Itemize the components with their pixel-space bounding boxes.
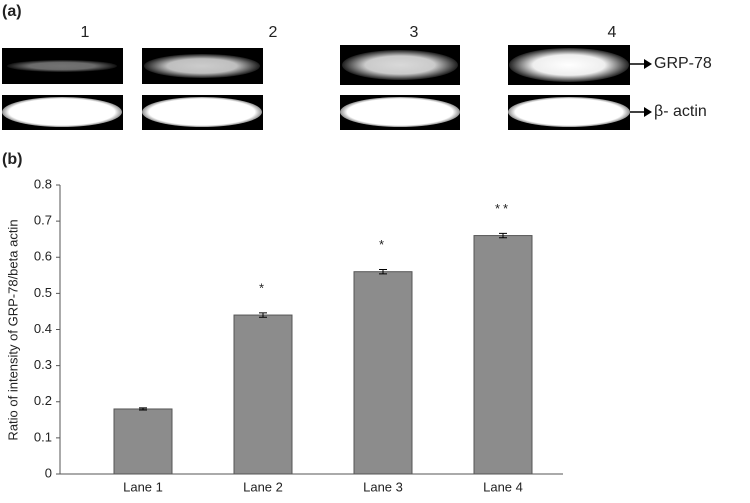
bar — [113, 408, 173, 475]
band-label: GRP-78 — [654, 55, 712, 72]
x-tick-label: Lane 2 — [243, 479, 283, 494]
significance-label: ** — [495, 201, 511, 216]
significance-label: * — [259, 280, 267, 295]
panel-label: (a) — [2, 3, 22, 20]
y-tick-label: 0.1 — [34, 429, 52, 444]
lane-number: 2 — [269, 24, 278, 41]
error-bar — [259, 312, 267, 318]
panel-label: (b) — [2, 151, 22, 168]
bar — [353, 271, 413, 475]
lane-number: 3 — [410, 24, 419, 41]
y-tick-label: 0.4 — [34, 321, 52, 336]
lane-number: 4 — [608, 24, 617, 41]
x-tick-label: Lane 3 — [363, 479, 403, 494]
x-tick-label: Lane 1 — [123, 479, 163, 494]
y-tick-label: 0.5 — [34, 285, 52, 300]
error-bar — [379, 269, 387, 275]
band-label: β- actin — [654, 103, 707, 120]
y-tick-label: 0.6 — [34, 249, 52, 264]
error-bar — [499, 232, 507, 239]
y-tick-label: 0 — [45, 465, 52, 480]
y-tick-label: 0.8 — [34, 176, 52, 191]
significance-label: * — [379, 237, 387, 252]
error-bar — [139, 407, 147, 411]
blot: 1 2 3 4 GRP-78 β- actin — [2, 24, 712, 130]
y-tick-label: 0.3 — [34, 357, 52, 372]
y-tick-label: 0.7 — [34, 213, 52, 228]
lane-number: 1 — [81, 24, 90, 41]
x-tick-label: Lane 4 — [483, 479, 523, 494]
bar — [233, 314, 293, 475]
y-axis-label: Ratio of intensity of GRP-78/beta actin — [5, 219, 20, 440]
y-tick-label: 0.2 — [34, 393, 52, 408]
bar — [473, 235, 533, 475]
